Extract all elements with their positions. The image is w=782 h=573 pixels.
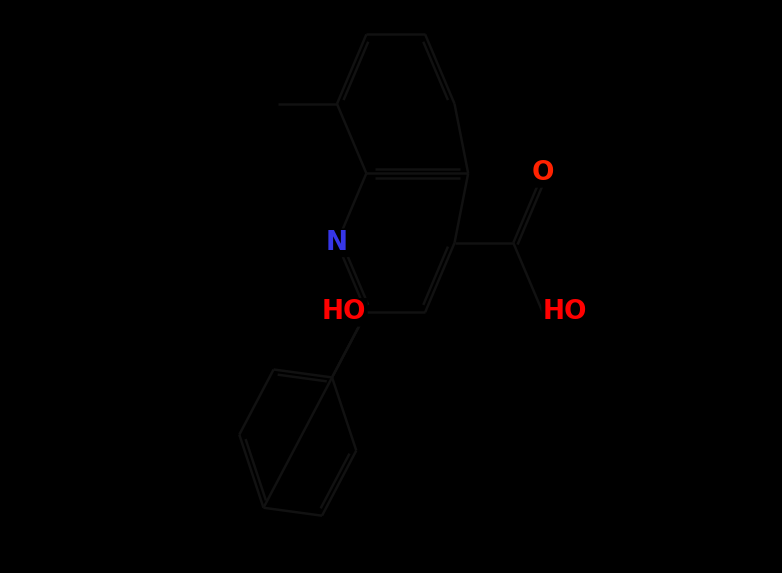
Text: HO: HO — [543, 299, 587, 325]
Text: N: N — [326, 230, 348, 256]
Text: O: O — [532, 160, 554, 186]
Text: HO: HO — [322, 299, 366, 325]
